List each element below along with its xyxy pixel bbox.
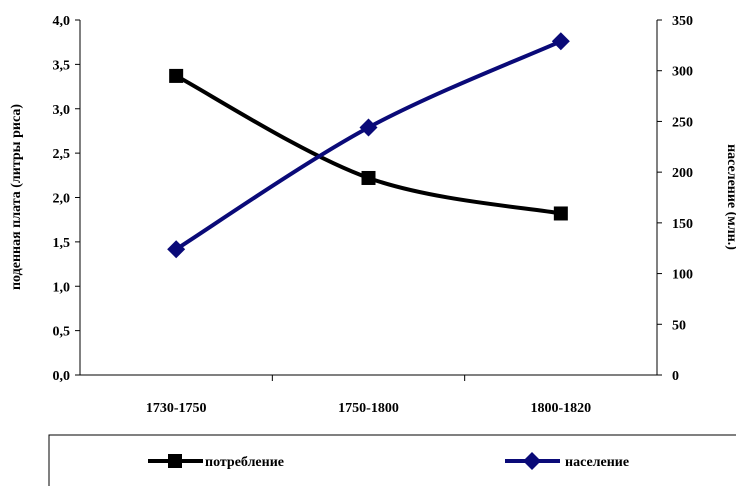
y-left-tick-label: 3,5: [53, 58, 71, 73]
series-line: [175, 39, 562, 251]
series-line: [175, 74, 562, 216]
y-right-tick-label: 50: [672, 318, 686, 333]
y-right-tick-label: 150: [672, 217, 693, 232]
y-right-axis-title: население (млн.): [724, 144, 736, 250]
x-tick-label: 1750-1800: [338, 401, 399, 416]
data-point: [169, 68, 184, 83]
data-point: [361, 170, 376, 185]
legend-item: потребление: [148, 454, 284, 470]
legend-label: потребление: [205, 455, 284, 470]
y-right-tick-label: 200: [672, 166, 693, 181]
y-right-tick-label: 100: [672, 268, 693, 283]
legend-box: [48, 434, 736, 486]
y-left-tick-label: 4,0: [53, 14, 71, 29]
y-right-tick-label: 350: [672, 14, 693, 29]
legend-label: население: [565, 455, 629, 470]
y-left-axis-title: поденная плата (литры риса): [9, 104, 24, 290]
legend-marker: [523, 452, 541, 470]
series-2: [167, 32, 570, 259]
left-axis: 0,0 0,5 1,0 1,5 2,0 2,5 3,0 3,5 4,0: [53, 14, 81, 384]
legend-item: население: [505, 452, 629, 470]
y-left-tick-label: 3,0: [53, 103, 71, 118]
y-right-tick-label: 0: [672, 369, 679, 384]
legend: потребление население: [48, 434, 736, 486]
y-left-tick-label: 1,5: [53, 236, 71, 251]
series-layer: [167, 32, 570, 259]
x-tick-label: 1800-1820: [530, 401, 591, 416]
data-point: [359, 118, 378, 137]
x-tick-label: 1730-1750: [146, 401, 207, 416]
right-axis: 0 50 100 150 200 250 300 350: [656, 14, 693, 384]
x-axis: 1730-1750 1750-1800 1800-1820: [80, 374, 657, 416]
data-point: [553, 206, 568, 221]
data-point: [551, 32, 570, 51]
y-left-tick-label: 0,0: [53, 369, 71, 384]
y-right-tick-label: 250: [672, 115, 693, 130]
y-left-tick-label: 1,0: [53, 280, 71, 295]
series-1: [169, 68, 568, 221]
y-left-tick-label: 2,0: [53, 192, 71, 207]
y-right-tick-label: 300: [672, 65, 693, 80]
data-point: [167, 240, 186, 259]
legend-marker: [168, 454, 182, 468]
y-left-tick-label: 2,5: [53, 147, 71, 162]
y-left-tick-label: 0,5: [53, 325, 71, 340]
